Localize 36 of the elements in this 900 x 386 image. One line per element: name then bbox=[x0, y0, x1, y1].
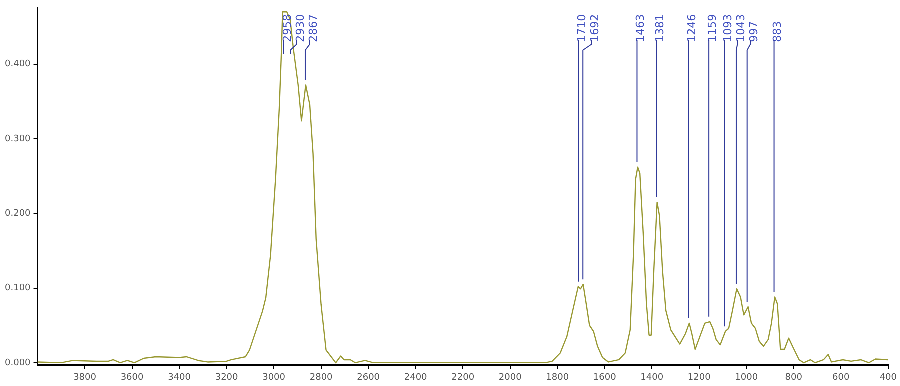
x-tick-label: 3400 bbox=[168, 372, 192, 383]
annotation: 2930 bbox=[294, 14, 307, 42]
y-tick-label: 0.100 bbox=[5, 284, 32, 294]
x-tick-label: 2000 bbox=[498, 372, 522, 383]
x-tick-label: 2800 bbox=[310, 372, 334, 383]
x-tick-label: 1000 bbox=[735, 372, 758, 383]
annotation: 1246 bbox=[685, 14, 698, 42]
y-tick-label: 0.400 bbox=[5, 60, 32, 70]
x-tick-label: 800 bbox=[785, 372, 803, 383]
annotation: 883 bbox=[771, 21, 784, 42]
annotation: 1463 bbox=[634, 14, 648, 42]
x-tick-label: 3600 bbox=[120, 372, 144, 383]
x-tick-label: 3800 bbox=[74, 372, 97, 383]
x-tick-label: 1400 bbox=[640, 372, 664, 383]
x-tick-label: 2200 bbox=[452, 372, 475, 383]
x-tick-label: 1600 bbox=[593, 372, 617, 383]
annotation: 997 bbox=[748, 21, 761, 42]
annotation: 2867 bbox=[306, 14, 320, 42]
annotation: 1159 bbox=[706, 14, 719, 42]
x-tick-label: 400 bbox=[880, 372, 898, 383]
x-tick-label: 2400 bbox=[404, 372, 428, 383]
x-tick-label: 3200 bbox=[215, 372, 239, 383]
x-tick-label: 1800 bbox=[546, 372, 570, 383]
annotation: 1381 bbox=[653, 14, 666, 42]
x-tick-label: 1200 bbox=[688, 372, 712, 383]
x-tick-label: 2600 bbox=[357, 372, 380, 383]
annotation: 1710 bbox=[576, 14, 589, 42]
x-tick-label: 600 bbox=[832, 372, 850, 383]
annotation: 2958 bbox=[280, 14, 294, 42]
annotation: 1093 bbox=[722, 14, 735, 42]
y-tick-label: 0.000 bbox=[5, 358, 32, 368]
y-tick-label: 0.300 bbox=[5, 134, 32, 144]
y-tick-label: 0.200 bbox=[5, 209, 32, 220]
x-tick-label: 3000 bbox=[262, 372, 286, 383]
annotation: 1692 bbox=[588, 14, 602, 42]
annotation: 1043 bbox=[734, 14, 748, 42]
